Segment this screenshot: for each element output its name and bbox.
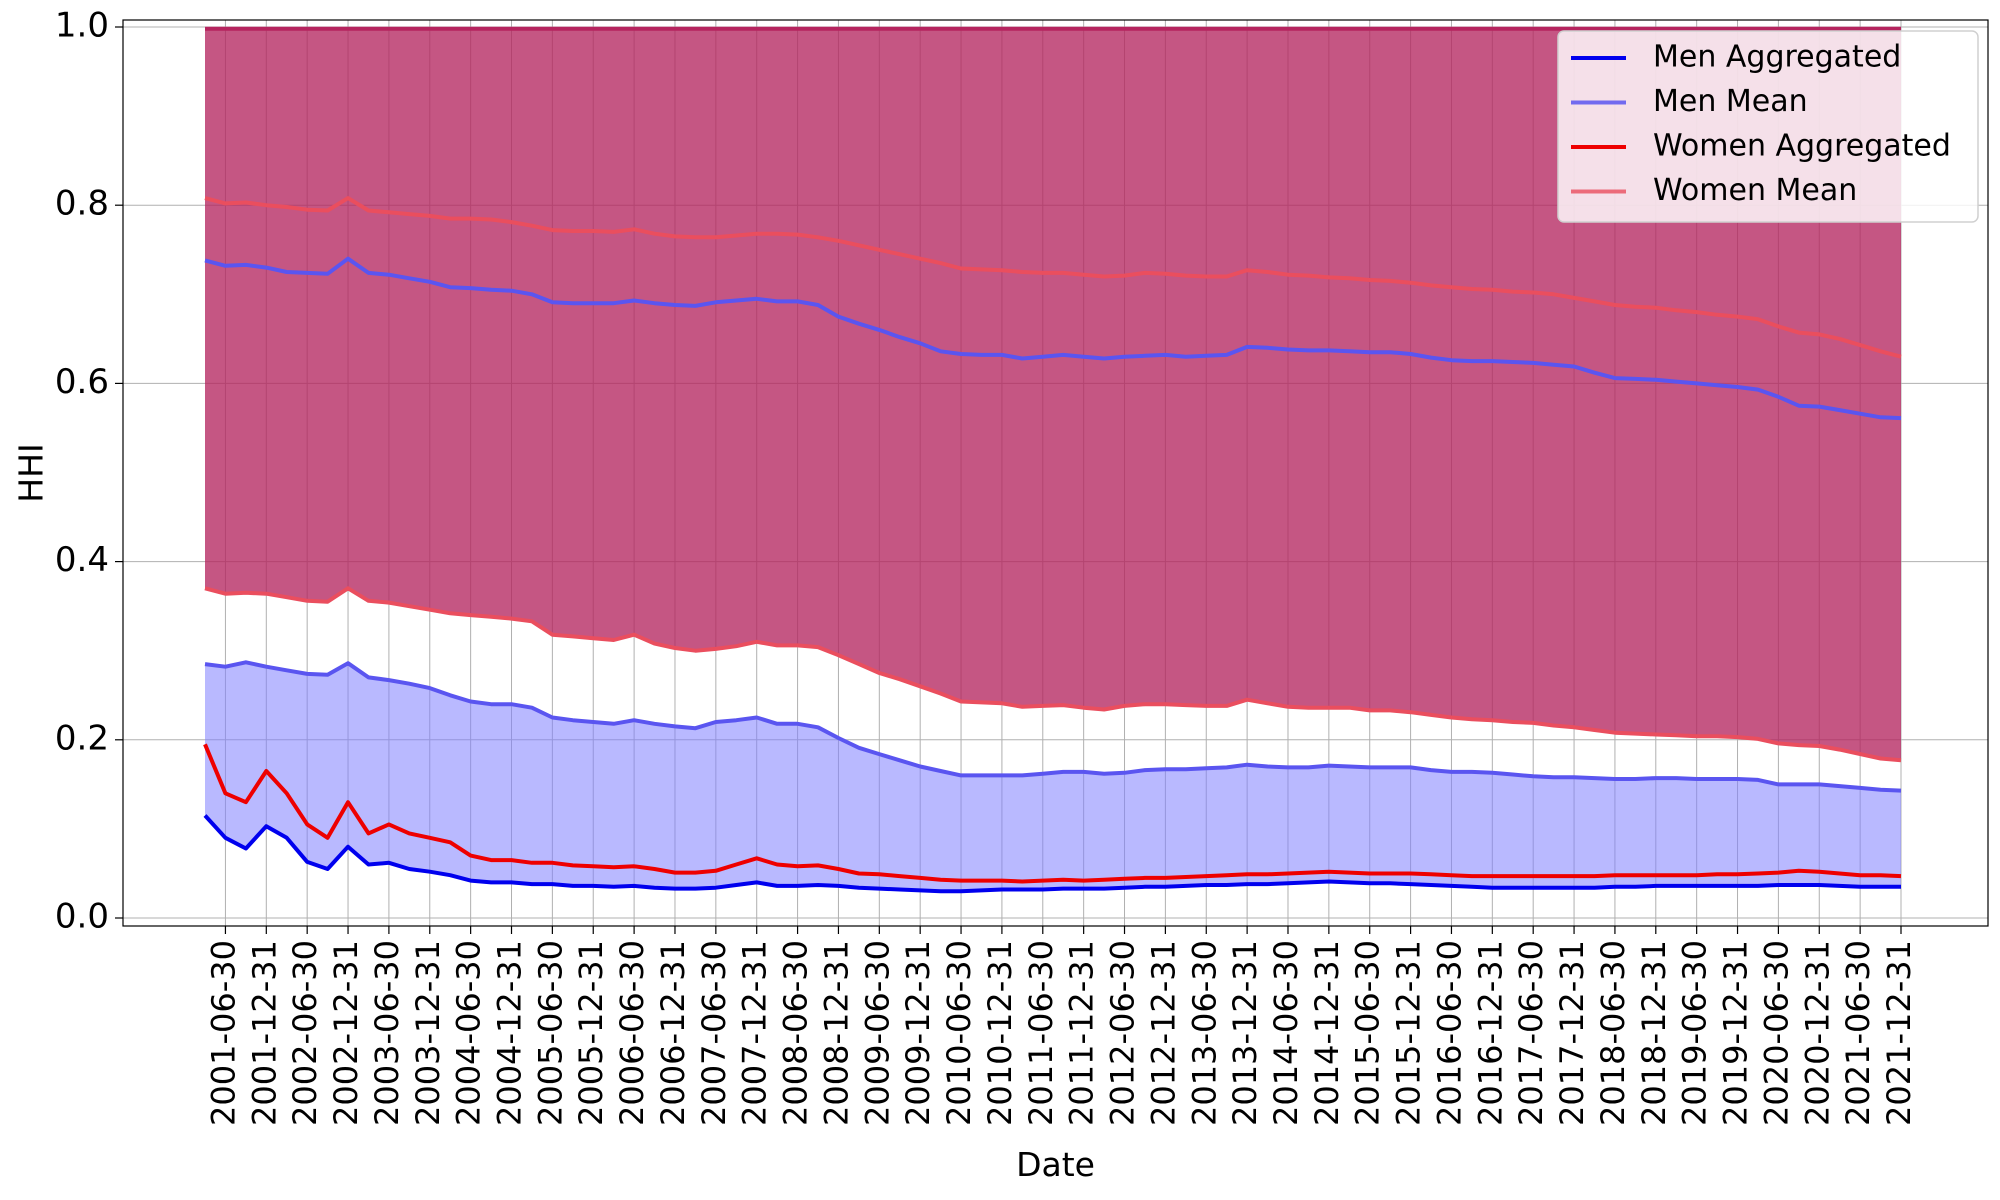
x-tick-label: 2007-06-30 <box>695 940 733 1126</box>
x-tick-label: 2018-12-31 <box>1635 940 1673 1126</box>
series-line <box>204 660 1902 793</box>
y-tick-label: 0.6 <box>55 362 109 402</box>
x-tick-label: 2001-06-30 <box>204 940 242 1126</box>
x-tick-label: 2013-12-31 <box>1226 940 1264 1126</box>
x-tick-label: 2018-06-30 <box>1594 940 1632 1126</box>
x-tick-label: 2008-06-30 <box>777 940 815 1126</box>
x-tick-label: 2020-06-30 <box>1757 940 1795 1126</box>
x-tick-label: 2005-06-30 <box>531 940 569 1126</box>
x-tick-label: 2010-06-30 <box>940 940 978 1126</box>
series-line-women-aggregated <box>203 743 1902 884</box>
x-tick-label: 2014-12-31 <box>1308 940 1346 1126</box>
series-line <box>204 586 1902 763</box>
x-tick-label: 2004-12-31 <box>491 940 529 1126</box>
x-tick-label: 2013-06-30 <box>1185 940 1223 1126</box>
shaded-band <box>205 662 1901 892</box>
x-tick-label: 2007-12-31 <box>736 940 774 1126</box>
x-tick-label: 2019-12-31 <box>1717 940 1755 1126</box>
y-tick-label: 0.0 <box>55 897 109 937</box>
series-line-women-mean <box>204 196 1902 359</box>
x-tick-label: 2005-12-31 <box>572 940 610 1126</box>
plot-area <box>123 20 1988 926</box>
x-tick-label: 2009-06-30 <box>858 940 896 1126</box>
axes: 2001-06-30 2001-12-31 2002-06-30 2002-12-31… <box>55 6 1918 1126</box>
legend-label: Women Aggregated <box>1653 129 1951 164</box>
x-tick-label: 2009-12-31 <box>899 940 937 1126</box>
legend-label: Women Mean <box>1653 173 1857 208</box>
legend-label: Men Aggregated <box>1653 40 1901 75</box>
y-tick-label: 0.4 <box>55 540 109 580</box>
y-tick-label: 0.2 <box>55 718 109 758</box>
x-tick-label: 2019-06-30 <box>1676 940 1714 1126</box>
x-tick-label: 2015-06-30 <box>1349 940 1387 1126</box>
plot-frame <box>122 19 1989 927</box>
x-axis-label: Date <box>1016 1145 1095 1184</box>
x-tick-label: 2008-12-31 <box>817 940 855 1126</box>
x-tick-label: 2017-12-31 <box>1553 940 1591 1126</box>
x-tick-label: 2020-12-31 <box>1798 940 1836 1126</box>
x-tick-label: 2012-12-31 <box>1144 940 1182 1126</box>
x-tick-label: 2003-06-30 <box>368 940 406 1126</box>
legend-box <box>1557 30 1979 223</box>
x-tick-label: 2002-06-30 <box>286 940 324 1126</box>
y-tick-label: 1.0 <box>55 6 109 46</box>
x-tick-label: 2017-06-30 <box>1512 940 1550 1126</box>
x-tick-label: 2016-06-30 <box>1430 940 1468 1126</box>
y-axis-label: HHI <box>12 443 51 502</box>
legend: Men Aggregated Men Mean Women Aggregated Wo… <box>1557 30 1979 223</box>
x-tick-label: 2016-12-31 <box>1471 940 1509 1126</box>
x-tick-label: 2011-06-30 <box>1022 940 1060 1126</box>
y-tick-label: 0.8 <box>55 184 109 224</box>
shaded-band <box>205 28 1901 761</box>
x-tick-label: 2006-06-30 <box>613 940 651 1126</box>
series-line-men-aggregated <box>203 814 1901 894</box>
x-tick-label: 2004-06-30 <box>450 940 488 1126</box>
x-tick-label: 2015-12-31 <box>1390 940 1428 1126</box>
x-tick-label: 2003-12-31 <box>409 940 447 1126</box>
x-tick-label: 2010-12-31 <box>981 940 1019 1126</box>
legend-label: Men Mean <box>1653 84 1808 119</box>
x-tick-label: 2014-06-30 <box>1267 940 1305 1126</box>
x-tick-label: 2012-06-30 <box>1104 940 1142 1126</box>
x-tick-label: 2006-12-31 <box>654 940 692 1126</box>
x-tick-label: 2011-12-31 <box>1063 940 1101 1126</box>
x-tick-label: 2021-12-31 <box>1880 940 1918 1126</box>
x-tick-label: 2002-12-31 <box>327 940 365 1126</box>
x-tick-label: 2021-06-30 <box>1839 940 1877 1126</box>
series-line-men-mean <box>204 256 1902 421</box>
x-tick-label: 2001-12-31 <box>245 940 283 1126</box>
